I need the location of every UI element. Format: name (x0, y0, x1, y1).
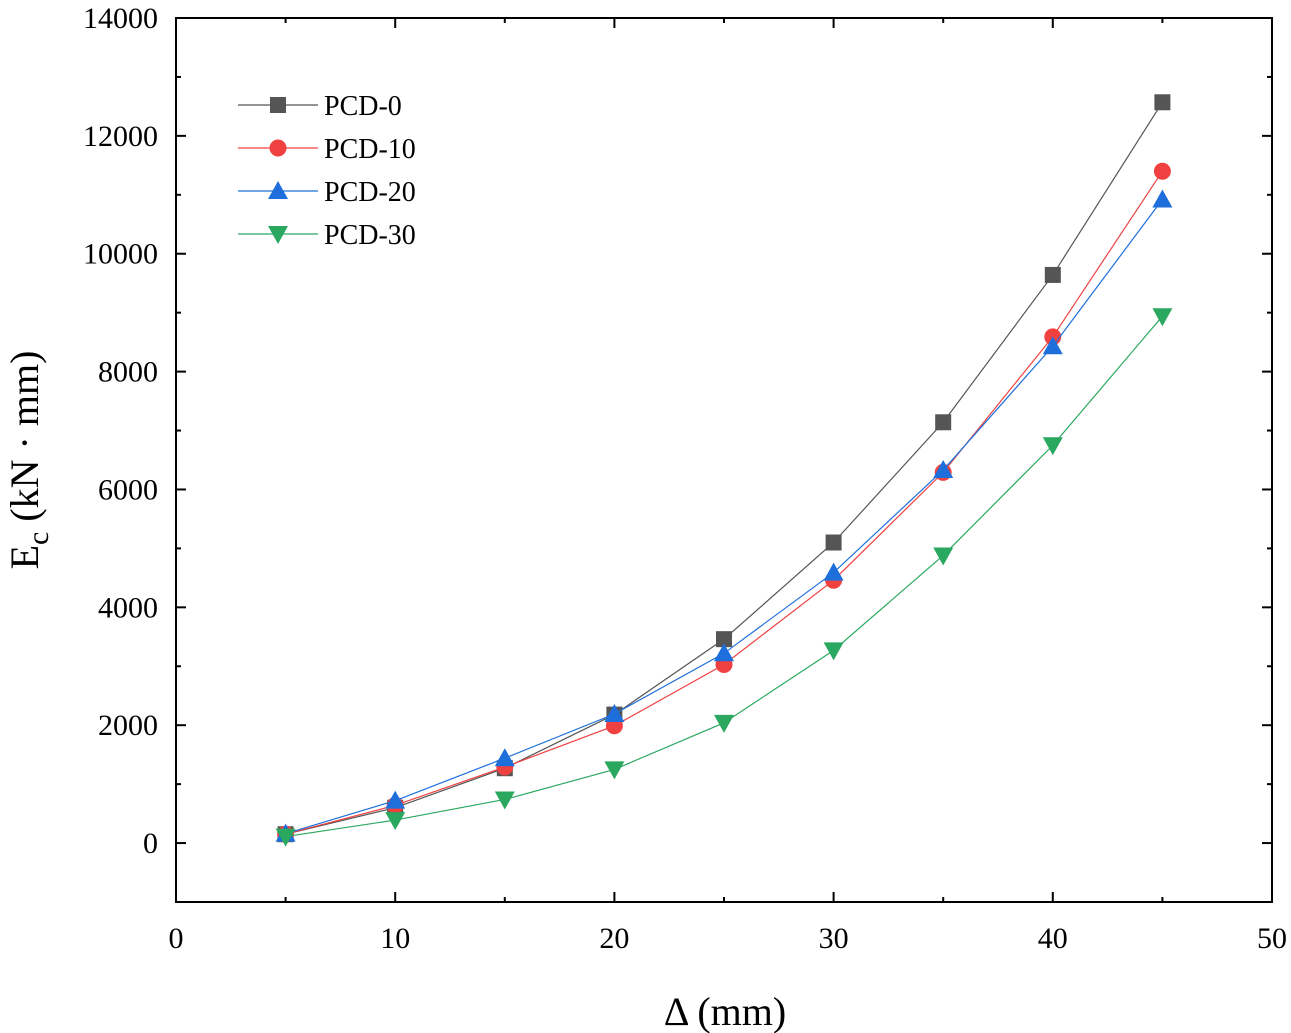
data-point (935, 414, 952, 431)
data-point (714, 643, 734, 662)
y-tick-label: 8000 (98, 356, 158, 389)
series-pcd-20 (275, 189, 1173, 842)
y-tick-label: 0 (143, 827, 158, 860)
data-point (1152, 189, 1173, 208)
data-point (714, 714, 734, 733)
legend-item-pcd-10: PCD-10 (238, 134, 416, 165)
data-point (1153, 162, 1171, 180)
y-tick-label: 10000 (83, 238, 158, 271)
x-axis-title: Δ (mm) (664, 989, 786, 1033)
series-line (285, 170, 1163, 835)
data-point (823, 642, 844, 661)
legend-item-pcd-30: PCD-30 (238, 220, 416, 251)
axes-layer: 0 10 20 30 40 50 0 2000 4000 6000 8000 10000 12000 14… (83, 2, 1287, 955)
data-point (1154, 94, 1171, 111)
x-tick-label: 20 (599, 922, 629, 955)
series-pcd-30 (275, 308, 1173, 847)
data-point (275, 828, 296, 847)
y-tick-label: 6000 (98, 473, 158, 506)
data-point (1042, 437, 1063, 456)
x-tick-label: 40 (1038, 922, 1068, 955)
legend-item-pcd-20: PCD-20 (238, 177, 416, 208)
legend-item-pcd-0: PCD-0 (238, 91, 402, 122)
legend-marker (269, 139, 287, 157)
data-point (494, 791, 515, 810)
legend-marker (268, 226, 288, 244)
data-point (494, 748, 515, 767)
data-point (933, 460, 954, 479)
data-point (825, 534, 842, 551)
legend: PCD-0 PCD-10 PCD-20 PCD-30 (238, 91, 416, 251)
y-axis-title-subscript: c (22, 532, 55, 545)
series-line (285, 315, 1163, 838)
data-point (385, 812, 406, 831)
x-tick-label: 30 (819, 922, 849, 955)
series-pcd-10 (277, 162, 1171, 843)
y-axis-title: Ec (kN · mm) (2, 351, 55, 570)
x-tick-label: 10 (380, 922, 410, 955)
data-point (385, 790, 406, 809)
y-tick-label: 14000 (83, 2, 158, 35)
x-tick-label: 50 (1257, 922, 1287, 955)
y-axis-title-unit: (kN · mm) (2, 351, 47, 532)
y-tick-label: 2000 (98, 709, 158, 742)
data-point (823, 562, 844, 581)
data-point (1042, 336, 1063, 355)
data-point (604, 704, 625, 723)
x-tick-label: 0 (169, 922, 184, 955)
data-point (1152, 308, 1173, 327)
legend-marker (268, 181, 288, 199)
legend-label: PCD-0 (324, 91, 402, 122)
y-tick-label: 12000 (83, 120, 158, 153)
series-line (285, 199, 1163, 835)
legend-label: PCD-30 (324, 220, 416, 251)
legend-marker (270, 97, 286, 113)
data-point (604, 761, 625, 780)
data-point (933, 547, 954, 566)
legend-label: PCD-10 (324, 134, 416, 165)
data-point (716, 631, 732, 648)
y-axis-title-main: E (2, 545, 47, 569)
series-layer (275, 94, 1173, 847)
y-tick-label: 4000 (98, 591, 158, 624)
data-point (1044, 266, 1061, 283)
legend-label: PCD-20 (324, 177, 416, 208)
